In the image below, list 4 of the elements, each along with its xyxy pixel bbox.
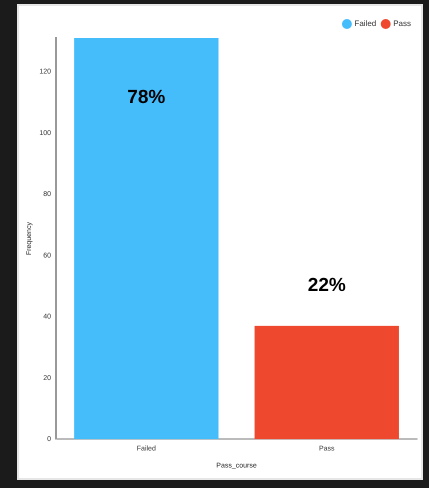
legend-label: Pass <box>393 19 412 28</box>
annotation: 78% <box>127 87 166 108</box>
legend-label: Failed <box>354 19 376 28</box>
annotation: 22% <box>308 275 346 296</box>
